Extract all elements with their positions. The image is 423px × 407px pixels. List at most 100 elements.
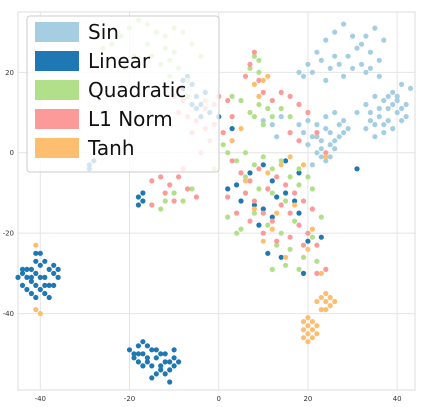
point-linear [19,282,26,288]
point-tanh [323,290,329,297]
point-quadratic [247,109,253,116]
point-linear [265,250,271,256]
point-sin [309,134,315,140]
legend: Sin Linear Quadratic L1 Norm Tanh [26,15,220,173]
point-l1-norm [269,97,275,104]
point-sin [323,126,329,132]
point-l1-norm [274,174,280,180]
point-quadratic [225,150,231,156]
point-sin [336,122,342,128]
point-tanh [323,307,329,313]
point-linear [51,282,57,288]
point-quadratic [251,53,257,59]
point-quadratic [234,230,240,236]
point-tanh [309,319,315,325]
point-tanh [314,331,320,337]
point-linear [162,351,168,357]
point-linear [278,254,284,260]
point-quadratic [265,222,271,228]
point-quadratic [300,254,307,260]
point-tanh [238,126,244,132]
point-linear [354,166,360,172]
point-linear [238,198,244,204]
point-sin [296,122,302,128]
point-l1-norm [193,194,199,200]
point-l1-norm [251,49,257,55]
point-sin [341,118,347,124]
point-l1-norm [296,138,302,144]
point-linear [144,359,150,365]
point-sin [318,146,324,152]
point-sin [403,114,409,120]
point-quadratic [274,242,280,248]
point-quadratic [283,198,289,204]
point-sin [385,93,391,99]
y-tick-label: 20 [5,69,14,77]
point-linear [274,194,280,200]
point-l1-norm [323,150,329,156]
point-quadratic [269,266,275,272]
point-tanh [309,335,315,341]
point-linear [24,274,30,280]
point-quadratic [256,69,262,75]
y-tick-label: 0 [10,149,14,157]
point-sin [354,45,360,51]
point-l1-norm [251,198,257,204]
point-l1-norm [278,89,284,95]
point-sin [323,114,329,120]
point-tanh [37,311,43,317]
point-linear [167,379,173,385]
x-tick-label: -40 [35,395,46,403]
point-sin [385,105,391,112]
point-sin [363,126,369,132]
point-linear [296,210,302,216]
point-quadratic [251,114,257,120]
point-linear [135,351,141,357]
point-l1-norm [176,174,182,180]
point-l1-norm [256,166,262,172]
point-quadratic [269,114,275,120]
point-l1-norm [260,210,266,216]
legend-label-sin: Sin [88,20,119,44]
point-l1-norm [229,114,235,120]
point-quadratic [180,198,186,204]
point-sin [274,134,280,140]
point-sin [269,122,275,128]
point-linear [131,351,137,357]
point-quadratic [189,186,195,192]
point-sin [323,77,329,83]
point-linear [51,262,57,268]
point-sin [372,25,378,31]
point-sin [381,122,387,128]
point-tanh [305,315,311,321]
point-l1-norm [269,218,275,224]
point-tanh [327,294,333,301]
point-linear [42,290,48,297]
point-sin [278,114,284,120]
point-quadratic [296,182,302,188]
point-sin [363,33,369,39]
point-quadratic [269,190,275,196]
point-quadratic [256,186,262,192]
point-sin [399,105,405,112]
point-sin [314,134,320,140]
point-tanh [300,319,307,325]
point-linear [46,282,52,288]
point-l1-norm [296,101,302,108]
point-sin [332,146,338,152]
point-linear [55,266,61,272]
point-sin [363,101,369,108]
point-quadratic [278,158,284,164]
point-l1-norm [278,202,284,208]
point-sin [354,109,360,116]
point-sin [341,21,347,27]
point-tanh [323,154,329,160]
point-sin [332,138,338,144]
point-sin [332,109,338,116]
point-linear [158,363,164,369]
point-quadratic [247,65,253,71]
point-tanh [309,327,315,333]
point-quadratic [305,174,311,180]
point-linear [158,351,164,357]
